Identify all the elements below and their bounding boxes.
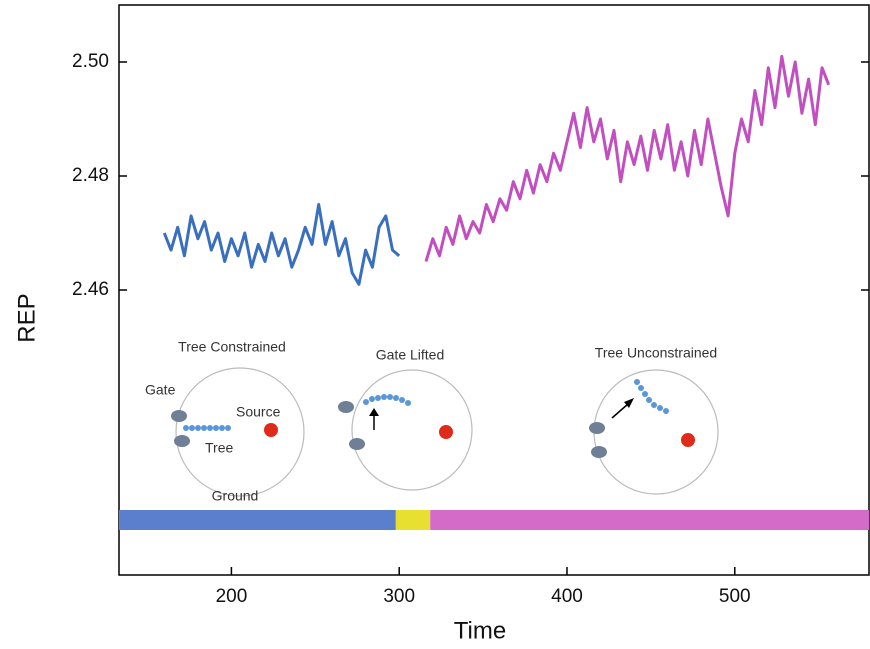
annotation: Tree Unconstrained <box>595 345 717 361</box>
x-tick-label: 200 <box>216 586 248 607</box>
annotation: Gate Lifted <box>376 347 445 363</box>
schematic-parts <box>171 379 695 458</box>
x-tick-label: 500 <box>719 586 751 607</box>
annotation: Source <box>236 404 281 420</box>
phase-bar <box>119 510 396 530</box>
x-tick-label: 400 <box>551 586 583 607</box>
phase-bar <box>395 510 431 530</box>
y-tick-label: 2.46 <box>72 279 109 300</box>
schematics <box>175 367 719 497</box>
annotation: Ground <box>212 488 259 504</box>
annotation: Gate <box>145 382 176 398</box>
series-line <box>424 54 831 262</box>
y-tick-label: 2.48 <box>72 165 109 186</box>
phase-bar <box>430 510 869 530</box>
x-tick-label: 300 <box>383 586 415 607</box>
x-axis-label: Time <box>454 617 506 644</box>
series-line <box>162 203 401 286</box>
annotation: Tree <box>205 440 233 456</box>
y-axis-label: REP <box>13 293 40 342</box>
y-tick-label: 2.50 <box>72 51 109 72</box>
annotation: Tree Constrained <box>178 339 286 355</box>
